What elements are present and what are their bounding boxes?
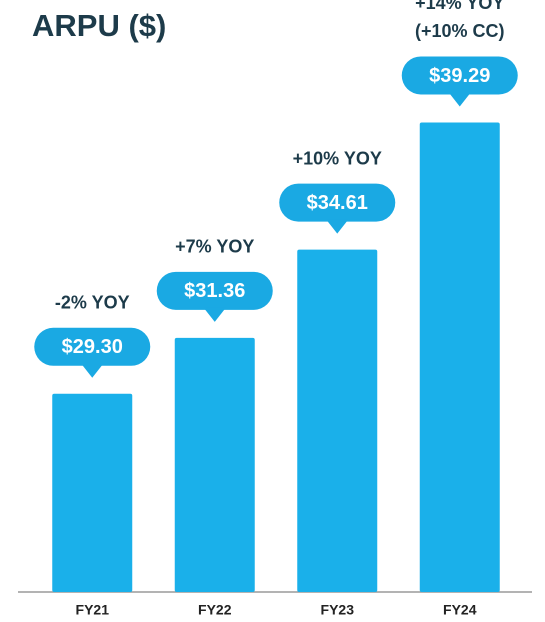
bar	[419, 122, 500, 593]
callout-pointer	[326, 219, 349, 234]
x-tick-label: FY23	[321, 602, 355, 618]
bar	[52, 393, 133, 592]
callout-bubble	[279, 183, 396, 222]
annotation: +14% YOY	[415, 0, 504, 13]
annotation: (+10% CC)	[415, 21, 505, 41]
callout-bubble	[156, 271, 273, 310]
value-label: $39.29	[429, 65, 490, 87]
x-tick-label: FY22	[198, 602, 232, 618]
annotation: -2% YOY	[55, 293, 130, 313]
x-tick-label: FY24	[443, 602, 477, 618]
bar	[174, 337, 255, 592]
callout-bubble	[401, 56, 518, 95]
x-tick-label: FY21	[76, 602, 110, 618]
value-label: $29.30	[62, 336, 123, 358]
callout-pointer	[81, 363, 104, 378]
callout-pointer	[203, 307, 226, 322]
callout-pointer	[448, 92, 471, 107]
bar	[297, 249, 378, 593]
chart-title: ARPU ($)	[32, 8, 166, 43]
annotation: +7% YOY	[175, 237, 254, 257]
value-label: $31.36	[184, 280, 245, 302]
annotation: +10% YOY	[293, 148, 382, 168]
value-label: $34.61	[307, 192, 368, 214]
callout-bubble	[34, 327, 151, 366]
